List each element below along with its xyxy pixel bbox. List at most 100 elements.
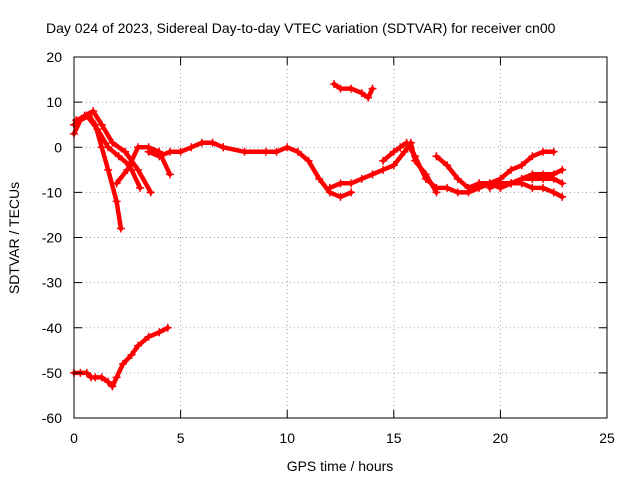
data-point [82, 111, 91, 120]
data-point [283, 143, 292, 152]
data-point [558, 165, 567, 174]
data-point [336, 192, 345, 201]
data-point [197, 138, 206, 147]
y-axis-title: SDTVAR / TECUs [6, 182, 22, 294]
data-point [208, 138, 217, 147]
data-point [453, 188, 462, 197]
grid-lines [74, 57, 607, 418]
data-point [336, 179, 345, 188]
y-tick-label: -60 [42, 410, 62, 426]
data-point [93, 125, 102, 134]
data-point [187, 143, 196, 152]
data-point [104, 377, 113, 386]
data-point [558, 179, 567, 188]
chart-title: Day 024 of 2023, Sidereal Day-to-day VTE… [46, 20, 556, 36]
data-point [261, 147, 270, 156]
data-point [507, 165, 516, 174]
data-point [144, 147, 153, 156]
data-point [558, 192, 567, 201]
y-tick-label: -30 [42, 275, 62, 291]
y-tick-label: -10 [42, 184, 62, 200]
data-point [357, 174, 366, 183]
data-point [82, 368, 91, 377]
data-point [123, 165, 132, 174]
data-point [104, 143, 113, 152]
data-point [121, 147, 130, 156]
data-point [116, 224, 125, 233]
data-point [112, 197, 121, 206]
data-point [464, 183, 473, 192]
data-point [176, 147, 185, 156]
data-point [528, 183, 537, 192]
data-point [379, 165, 388, 174]
data-point [517, 179, 526, 188]
data-point [443, 183, 452, 192]
data-point [411, 152, 420, 161]
data-point [165, 147, 174, 156]
data-point [336, 84, 345, 93]
y-tick-label: 10 [46, 94, 62, 110]
data-point [507, 179, 516, 188]
data-point [133, 165, 142, 174]
data-point [155, 328, 164, 337]
series-trace-l [498, 181, 565, 200]
data-point [443, 161, 452, 170]
y-tick-label: 20 [46, 49, 62, 65]
data-point [347, 188, 356, 197]
y-tick-label: -40 [42, 320, 62, 336]
data-point [475, 179, 484, 188]
data-point [114, 152, 123, 161]
data-point [119, 359, 128, 368]
x-axis-title: GPS time / hours [287, 458, 394, 474]
data-point [421, 174, 430, 183]
data-point [347, 84, 356, 93]
data-point [304, 156, 313, 165]
data-point [389, 147, 398, 156]
data-point [400, 147, 409, 156]
x-tick-label: 5 [177, 430, 185, 446]
data-point [368, 170, 377, 179]
data-point [396, 143, 405, 152]
y-tick-label: 0 [54, 139, 62, 155]
data-point [104, 165, 113, 174]
data-point [112, 179, 121, 188]
data-point [389, 161, 398, 170]
data-point [528, 174, 537, 183]
data-point [357, 89, 366, 98]
x-tick-label: 15 [386, 430, 402, 446]
plot-frame [73, 56, 608, 419]
data-point [136, 183, 145, 192]
series-trace-i [434, 149, 556, 191]
data-point [108, 138, 117, 147]
data-point [72, 116, 81, 125]
data-point [165, 170, 174, 179]
data-point [539, 183, 548, 192]
data-point [549, 174, 558, 183]
data-point [155, 152, 164, 161]
data-point [240, 147, 249, 156]
x-tick-label: 10 [279, 430, 295, 446]
data-point [539, 147, 548, 156]
data-point [496, 183, 505, 192]
data-point [293, 147, 302, 156]
data-series [70, 80, 567, 391]
data-point [364, 93, 373, 102]
data-point [108, 382, 117, 391]
x-tick-label: 25 [599, 430, 615, 446]
data-point [133, 341, 142, 350]
data-point [432, 152, 441, 161]
data-point [517, 161, 526, 170]
data-point [402, 138, 411, 147]
data-point [163, 323, 172, 332]
axis-ticks: 0 5 10 15 20 25 -60 -50 -40 -30 -20 -10 0 10 20 [42, 49, 615, 446]
data-point [549, 147, 558, 156]
data-point [133, 143, 142, 152]
data-point [368, 84, 377, 93]
data-point [330, 80, 339, 89]
data-point [112, 373, 121, 382]
data-point [347, 179, 356, 188]
data-point [432, 183, 441, 192]
y-tick-label: -50 [42, 365, 62, 381]
y-tick-label: -20 [42, 230, 62, 246]
